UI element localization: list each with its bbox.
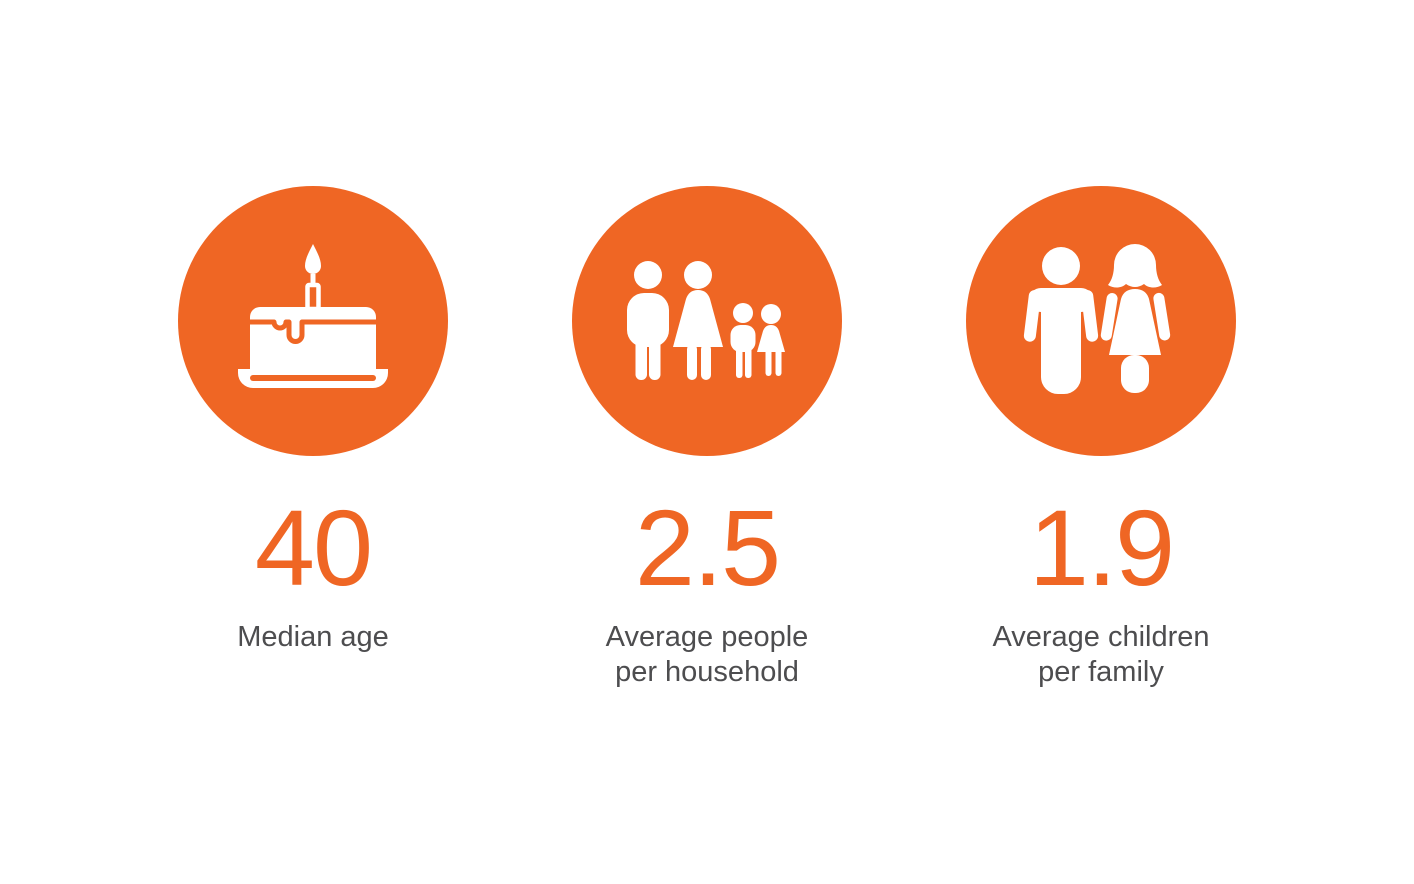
- stats-infographic: 40 Median age: [116, 186, 1298, 690]
- stat-value: 1.9: [1028, 487, 1175, 608]
- family-icon: [627, 261, 785, 380]
- stat-icon-circle: [178, 186, 448, 456]
- stat-value: 40: [254, 487, 373, 608]
- stat-label-line: Average people: [605, 621, 809, 653]
- stat-label-line: per household: [615, 656, 799, 688]
- stat-value: 2.5: [634, 487, 781, 608]
- stat-card-people-per-household: 2.5 Average people per household: [510, 186, 904, 690]
- stat-label-line: Median age: [237, 621, 389, 653]
- stat-label-line: per family: [1038, 656, 1164, 688]
- birthday-cake-icon: [238, 244, 388, 388]
- stat-label: Average children per family: [992, 620, 1209, 690]
- stat-label-line: [237, 655, 389, 690]
- stat-icon-circle: [966, 186, 1236, 456]
- stat-card-median-age: 40 Median age: [116, 186, 510, 690]
- stat-icon-circle: [572, 186, 842, 456]
- stat-card-children-per-family: 1.9 Average children per family: [904, 186, 1298, 690]
- stat-label-line: Average children: [992, 621, 1210, 653]
- stat-label: Average people per household: [606, 620, 809, 690]
- children-couple-icon: [1023, 244, 1171, 394]
- stat-label: Median age: [237, 620, 389, 690]
